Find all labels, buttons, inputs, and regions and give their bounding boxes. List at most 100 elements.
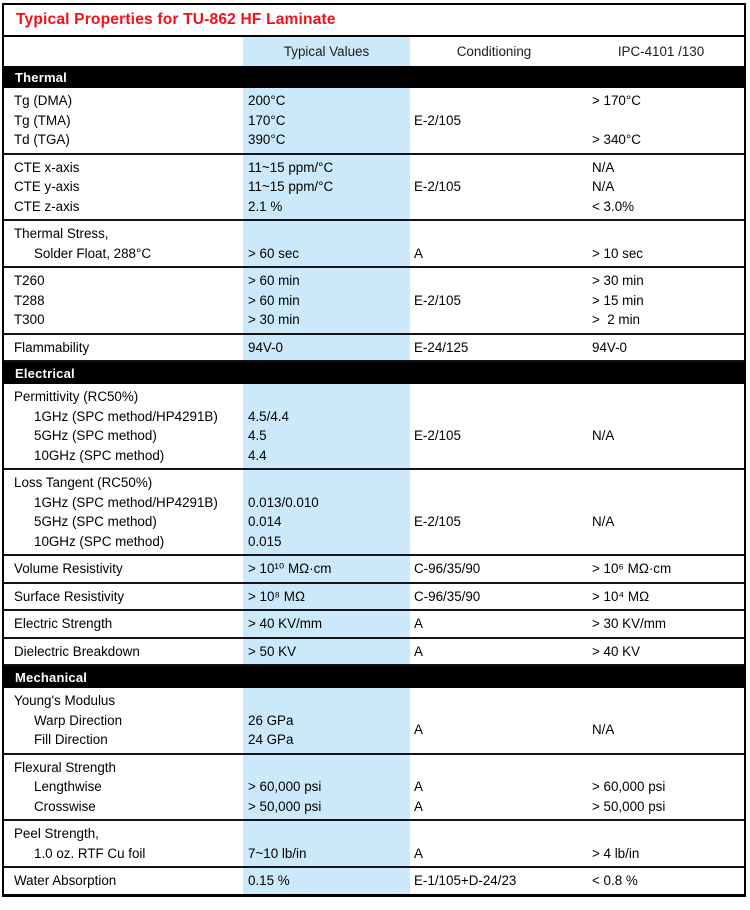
- conditioning-cell: E-2/105: [410, 470, 578, 554]
- conditioning-value: [410, 532, 578, 552]
- property-name: Peel Strength,: [14, 826, 99, 841]
- conditioning-cell: E-2/105: [410, 268, 578, 333]
- typical-value: [243, 473, 410, 493]
- property-cell: Tg (DMA) Tg (TMA) Td (TGA): [4, 88, 243, 153]
- typical-value-cell: 11~15 ppm/°C 11~15 ppm/°C 2.1 %: [243, 154, 410, 219]
- typical-value: 200°C: [248, 93, 286, 108]
- typical-value: > 50 KV: [248, 643, 297, 659]
- column-header-row: Typical Values Conditioning IPC-4101 /13…: [4, 37, 744, 66]
- conditioning-value: [410, 158, 578, 178]
- property-name: T260: [14, 273, 45, 288]
- property-cell: CTE x-axis CTE y-axis CTE z-axis: [4, 155, 243, 220]
- property-group: Dielectric Breakdown > 50 KV A > 40 KV: [4, 638, 744, 666]
- property-group: Loss Tangent (RC50%) 1GHz (SPC method/HP4…: [4, 470, 744, 556]
- conditioning-cell: E-24/125: [410, 335, 578, 361]
- property-name: Td (TGA): [14, 132, 70, 147]
- property-name: Flexural Strength: [14, 759, 116, 775]
- property-cell: Electric Strength: [4, 611, 243, 637]
- ipc-spec-cell: N/A: [578, 384, 744, 468]
- conditioning-cell: E-2/105: [410, 88, 578, 153]
- title-bar: Typical Properties for TU-862 HF Laminat…: [4, 5, 744, 37]
- property-name: CTE y-axis: [14, 179, 80, 194]
- ipc-spec-value: N/A: [592, 514, 615, 529]
- property-cell: Flexural Strength Lengthwise Crosswise: [4, 755, 243, 820]
- ipc-spec-cell: N/A N/A < 3.0%: [578, 155, 744, 220]
- ipc-spec-value: > 30 KV/mm: [592, 616, 667, 631]
- typical-value: 0.15 %: [248, 873, 290, 888]
- ipc-spec-value: > 4 lb/in: [592, 845, 640, 861]
- property-name: 1.0 oz. RTF Cu foil: [34, 845, 146, 861]
- ipc-spec-value: > 2 min: [592, 312, 641, 327]
- laminate-properties-table: Typical Properties for TU-862 HF Laminat…: [2, 3, 746, 897]
- conditioning-cell: C-96/35/90: [410, 556, 578, 582]
- typical-value-cell: > 60 sec: [243, 221, 410, 266]
- ipc-spec-value: > 60,000 psi: [592, 779, 666, 794]
- property-cell: Dielectric Breakdown: [4, 639, 243, 665]
- property-group: Water Absorption 0.15 % E-1/105+D-24/23 < 0…: [4, 868, 744, 894]
- property-name: Volume Resistivity: [14, 561, 123, 576]
- ipc-spec-cell: > 4 lb/in: [578, 821, 744, 866]
- conditioning-cell: A: [410, 611, 578, 637]
- conditioning-value: [410, 387, 578, 407]
- property-cell: Permittivity (RC50%) 1GHz (SPC method/HP4…: [4, 384, 243, 468]
- ipc-spec-value: N/A: [592, 159, 615, 175]
- typical-value-cell: 200°C 170°C 390°C: [243, 88, 410, 153]
- typical-value: > 10¹⁰ MΩ·cm: [248, 561, 332, 576]
- typical-value: 4.5: [248, 428, 267, 443]
- ipc-spec-value: > 10 sec: [592, 245, 643, 261]
- typical-value-cell: 4.5/4.4 4.5 4.4: [243, 384, 410, 468]
- conditioning-value: [410, 446, 578, 466]
- conditioning-cell: A: [410, 688, 578, 753]
- typical-value: 4.5/4.4: [248, 408, 289, 424]
- property-name: Permittivity (RC50%): [14, 389, 139, 404]
- ipc-spec-value: 94V-0: [592, 339, 627, 355]
- ipc-spec-cell: > 10⁶ MΩ·cm: [578, 556, 744, 582]
- property-name: Tg (DMA): [14, 93, 73, 108]
- conditioning-value: [410, 493, 578, 513]
- property-cell: Thermal Stress, Solder Float, 288°C: [4, 221, 243, 266]
- ipc-spec-value: [578, 493, 744, 513]
- conditioning-value: [410, 224, 578, 244]
- conditioning-value: E-1/105+D-24/23: [414, 873, 517, 888]
- property-group: Tg (DMA) Tg (TMA) Td (TGA) 200°C 170°C 390°C E…: [4, 88, 744, 155]
- ipc-spec-cell: N/A: [578, 688, 744, 753]
- conditioning-value: A: [414, 643, 423, 659]
- ipc-spec-cell: > 10⁴ MΩ: [578, 584, 744, 610]
- column-header-typical-values: Typical Values: [243, 37, 410, 66]
- typical-value: > 50,000 psi: [248, 798, 322, 814]
- ipc-spec-value: [578, 473, 744, 493]
- ipc-spec-value: > 170°C: [592, 93, 641, 108]
- conditioning-value: A: [414, 245, 423, 261]
- typical-value: > 40 KV/mm: [248, 616, 323, 631]
- ipc-spec-value: > 15 min: [592, 292, 644, 308]
- conditioning-cell: E-2/105: [410, 384, 578, 468]
- section-header-electrical: Electrical: [4, 362, 744, 384]
- conditioning-cell: A: [410, 221, 578, 266]
- property-name: Fill Direction: [34, 732, 108, 747]
- property-cell: Young's Modulus Warp Direction Fill Direct…: [4, 688, 243, 753]
- property-cell: Water Absorption: [4, 868, 243, 894]
- section-label: Electrical: [15, 365, 75, 381]
- property-cell: T260 T288 T300: [4, 268, 243, 333]
- ipc-spec-value: N/A: [592, 722, 615, 738]
- typical-value: [243, 691, 410, 711]
- property-cell: Flammability: [4, 335, 243, 361]
- typical-value-cell: > 40 KV/mm: [243, 611, 410, 637]
- ipc-spec-value: > 340°C: [592, 132, 641, 147]
- typical-value-cell: 7~10 lb/in: [243, 821, 410, 866]
- property-cell: Volume Resistivity: [4, 556, 243, 582]
- conditioning-value: E-24/125: [414, 339, 469, 355]
- ipc-spec-value: > 50,000 psi: [592, 798, 666, 814]
- typical-value: > 30 min: [248, 312, 300, 327]
- ipc-spec-value: [578, 407, 744, 427]
- ipc-spec-cell: > 10 sec: [578, 221, 744, 266]
- ipc-spec-cell: > 30 KV/mm: [578, 611, 744, 637]
- ipc-spec-value: N/A: [592, 428, 615, 443]
- ipc-spec-value: [578, 387, 744, 407]
- typical-value: > 60,000 psi: [248, 779, 322, 794]
- ipc-spec-cell: > 60,000 psi > 50,000 psi: [578, 755, 744, 820]
- ipc-spec-value: [578, 224, 744, 244]
- property-group: CTE x-axis CTE y-axis CTE z-axis 11~15 ppm/…: [4, 154, 744, 221]
- property-name: CTE x-axis: [14, 159, 80, 175]
